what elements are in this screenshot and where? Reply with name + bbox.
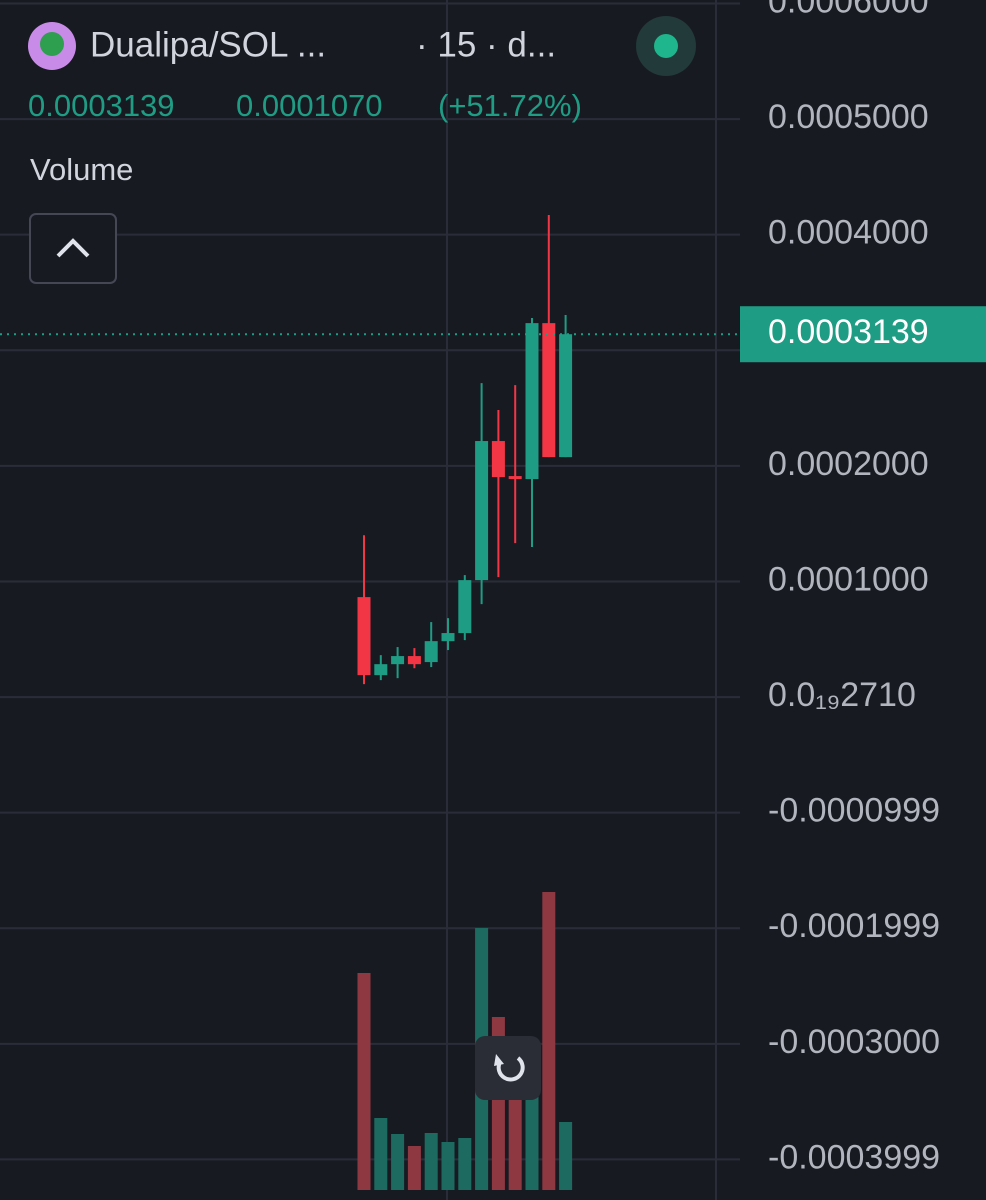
reset-icon: [496, 1056, 525, 1082]
volume-bar: [407, 1146, 421, 1190]
candle-body: [391, 656, 405, 665]
last-price-tag: [740, 306, 986, 363]
y-tick-label: 0.0006000: [768, 0, 929, 20]
status-dot: [654, 34, 678, 58]
volume-bar: [357, 973, 371, 1190]
y-tick-label: 0.0001000: [768, 560, 929, 598]
volume-bar: [458, 1138, 472, 1190]
y-tick-label: 0.0002000: [768, 445, 929, 483]
pair-name[interactable]: Dualipa/SOL ...: [90, 25, 326, 64]
interval[interactable]: · 15 · d...: [416, 25, 556, 64]
token-icon-inner: [40, 32, 64, 56]
collapse-button[interactable]: [29, 213, 117, 284]
candle-body: [407, 656, 421, 665]
candle-body: [475, 441, 489, 581]
candle-body: [424, 641, 438, 663]
y-tick-label: -0.0003999: [768, 1138, 940, 1176]
y-axis: 0.00060000.00050000.00040000.00030000.00…: [740, 0, 986, 1176]
y-tick-label: -0.0000999: [768, 792, 940, 830]
volume-bar: [508, 1080, 522, 1190]
volume-bar: [391, 1134, 405, 1190]
y-tick-label: 0.0₁₉2710: [768, 676, 916, 714]
candle-body: [374, 664, 388, 676]
reset-button[interactable]: [475, 1036, 541, 1100]
volume-bar: [542, 892, 556, 1190]
y-tick-label: -0.0003000: [768, 1023, 940, 1061]
candle-body: [525, 323, 539, 480]
change-pct: (+51.72%): [438, 88, 582, 123]
candle-body: [458, 580, 472, 634]
y-tick-label: 0.0004000: [768, 214, 929, 252]
change: 0.0001070: [236, 88, 383, 123]
candle-body: [508, 476, 522, 480]
volume-bar: [441, 1142, 455, 1190]
grid: [0, 2, 740, 1161]
candle-body: [357, 597, 371, 676]
last-price-label: 0.0003139: [768, 313, 929, 351]
volume-bar: [559, 1122, 573, 1190]
candle-body: [559, 334, 573, 458]
y-tick-label: -0.0001999: [768, 907, 940, 945]
candle-body: [441, 633, 455, 642]
reset-arrow: [494, 1054, 504, 1066]
candle-body: [491, 441, 505, 478]
indicator-name: Volume: [30, 152, 133, 187]
ohlc-price: 0.0003139: [28, 88, 175, 123]
candle-body: [542, 323, 556, 458]
chevron-icon: [56, 238, 90, 258]
volume-bar: [424, 1133, 438, 1190]
volume-bar: [374, 1118, 388, 1190]
y-tick-label: 0.0005000: [768, 98, 929, 136]
